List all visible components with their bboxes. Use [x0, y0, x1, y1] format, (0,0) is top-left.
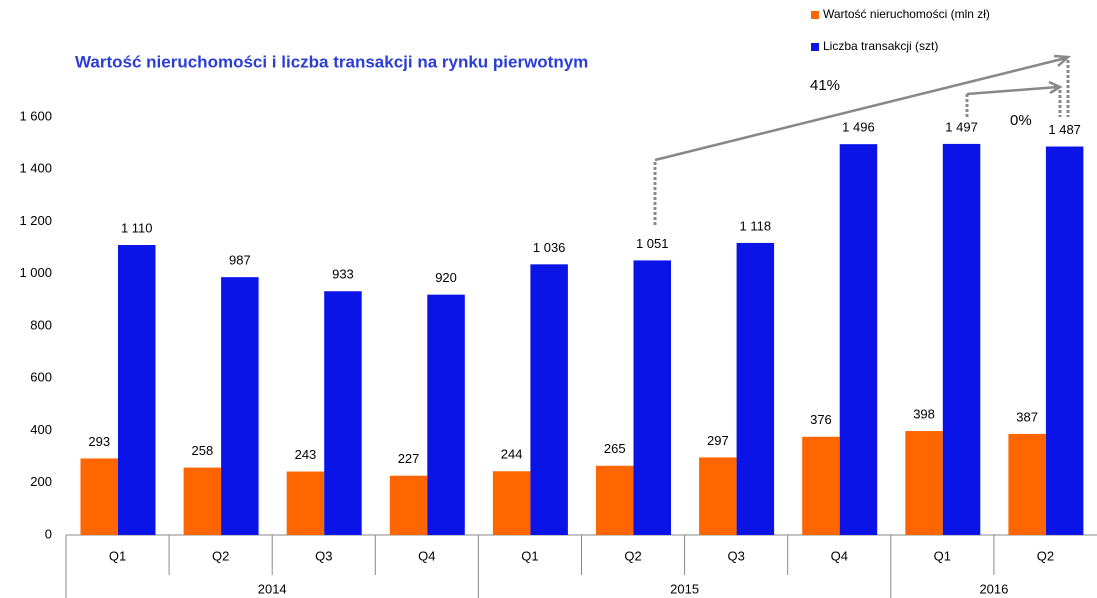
- y-tick-label: 1 600: [19, 108, 52, 123]
- bar: [183, 467, 222, 535]
- data-label: 265: [604, 441, 626, 456]
- bar: [80, 458, 118, 535]
- group-label: 2015: [670, 581, 699, 596]
- data-label: 1 496: [842, 120, 875, 135]
- data-label: 244: [501, 447, 523, 462]
- data-label: 1 487: [1048, 122, 1081, 137]
- y-tick-label: 800: [30, 317, 52, 332]
- annotation: 0%: [1010, 112, 1032, 129]
- data-label: 933: [332, 267, 354, 282]
- bar: [286, 471, 325, 535]
- data-label: 297: [707, 433, 729, 448]
- y-tick-label: 1 000: [19, 265, 52, 280]
- y-tick-label: 200: [30, 474, 52, 489]
- x-tick-label: Q1: [934, 548, 951, 563]
- bar: [736, 242, 775, 536]
- data-label: 387: [1016, 409, 1038, 424]
- chart-title: Wartość nieruchomości i liczba transakcj…: [75, 52, 588, 71]
- bar: [530, 264, 568, 535]
- bar: [596, 465, 634, 535]
- x-tick-label: Q1: [109, 548, 126, 563]
- bar: [324, 291, 362, 535]
- data-label: 258: [191, 443, 213, 458]
- y-tick-label: 600: [30, 370, 52, 385]
- bar: [118, 245, 156, 535]
- data-label: 227: [398, 451, 420, 466]
- y-tick-label: 1 400: [19, 161, 52, 176]
- bar: [699, 457, 737, 535]
- data-label: 1 118: [740, 218, 772, 233]
- x-tick-label: Q2: [212, 548, 229, 563]
- bar: [905, 431, 943, 535]
- x-tick-label: Q4: [831, 548, 848, 563]
- y-tick-label: 0: [45, 526, 52, 541]
- x-tick-label: Q1: [521, 548, 538, 563]
- legend-swatch: [811, 43, 819, 51]
- data-label: 1 051: [636, 236, 669, 251]
- y-tick-label: 1 200: [19, 213, 52, 228]
- bar: [839, 144, 878, 536]
- data-label: 1 110: [121, 220, 153, 235]
- arrow: [966, 80, 1063, 96]
- group-label: 2014: [258, 581, 287, 596]
- bar: [942, 143, 981, 535]
- legend-swatch: [811, 11, 819, 19]
- x-tick-label: Q2: [624, 548, 641, 563]
- data-label: 1 036: [533, 240, 566, 255]
- x-tick-label: Q2: [1037, 548, 1054, 563]
- data-label: 376: [810, 412, 832, 427]
- bar: [221, 277, 259, 535]
- group-label: 2016: [979, 581, 1008, 596]
- legend-label: Liczba transakcji (szt): [823, 39, 938, 53]
- data-label: 987: [229, 253, 251, 268]
- data-label: 920: [435, 270, 457, 285]
- bar: [492, 471, 531, 535]
- data-label: 243: [295, 447, 317, 462]
- x-tick-label: Q4: [418, 548, 435, 563]
- annotation: 41%: [810, 77, 840, 94]
- bar: [1008, 433, 1046, 535]
- x-tick-label: Q3: [315, 548, 332, 563]
- data-label: 293: [88, 434, 110, 449]
- arrow: [654, 54, 1072, 162]
- bar: [1045, 146, 1084, 536]
- bar: [802, 436, 840, 535]
- data-label: 398: [913, 406, 935, 421]
- y-tick-label: 400: [30, 422, 52, 437]
- data-label: 1 497: [945, 119, 978, 134]
- bar: [389, 475, 428, 535]
- bar: [633, 260, 671, 535]
- x-tick-label: Q3: [727, 548, 744, 563]
- bar: [427, 294, 465, 535]
- legend-label: Wartość nieruchomości (mln zł): [823, 7, 990, 21]
